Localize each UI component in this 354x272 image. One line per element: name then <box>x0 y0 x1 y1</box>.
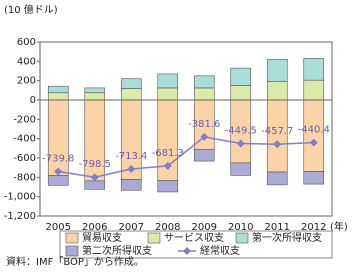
data-label: -440.4 <box>298 125 330 136</box>
x-tick-label: 2010 <box>228 222 253 233</box>
y-unit: (10 億ドル) <box>4 3 58 16</box>
bar-segment <box>230 67 252 86</box>
bar-segment <box>303 58 325 81</box>
legend-label: 貿易収支 <box>82 232 122 244</box>
bar-segment <box>84 92 106 101</box>
y-tick-label: -800 <box>13 172 36 183</box>
x-tick-label: 2012 <box>301 222 326 233</box>
x-tick-label: 2006 <box>82 222 107 233</box>
legend-label: 経常収支 <box>200 244 240 257</box>
line-marker <box>90 173 99 182</box>
source-note: 資料：IMF「BOP」から作成。 <box>6 255 144 268</box>
data-label: -449.5 <box>225 125 257 136</box>
y-tick-label: -200 <box>13 114 36 125</box>
bar-segment <box>84 180 106 190</box>
bar-segment <box>157 180 179 193</box>
bar-segment <box>230 162 252 176</box>
data-label: -681.3 <box>152 148 184 159</box>
y-tick-label: -1,000 <box>4 192 36 203</box>
x-tick-label: 2009 <box>192 222 217 233</box>
bar-segment <box>303 99 325 172</box>
x-tick-label: 2007 <box>119 222 144 233</box>
line-marker <box>273 140 282 149</box>
data-label: -739.8 <box>42 154 74 165</box>
legend-swatch <box>65 245 79 257</box>
legend-box <box>59 230 333 259</box>
bar-segment <box>47 92 69 101</box>
line-marker <box>236 139 245 148</box>
line <box>58 136 314 178</box>
bar-segment <box>47 175 69 186</box>
line-marker <box>54 167 63 176</box>
x-tick-label: 2011 <box>265 222 290 233</box>
legend-label: 第一次所得収支 <box>252 231 322 244</box>
data-label: -713.4 <box>115 151 147 162</box>
y-tick-label: 400 <box>17 56 36 67</box>
bar-segment <box>303 171 325 185</box>
line-marker <box>127 164 136 173</box>
bar-segment <box>157 87 179 101</box>
y-tick-label: -400 <box>13 134 36 145</box>
bar-segment <box>47 85 69 94</box>
bar-segment <box>120 78 142 89</box>
bar-segment <box>84 87 106 94</box>
x-unit: (年) <box>330 220 348 233</box>
data-label: -798.5 <box>79 159 111 170</box>
line-marker <box>309 138 318 147</box>
bar-segment <box>193 87 215 101</box>
bar-segment <box>120 179 142 191</box>
bar-segment <box>266 81 288 101</box>
legend-swatch <box>65 232 79 244</box>
bar-segment <box>266 171 288 186</box>
plot-area <box>39 41 333 217</box>
x-tick-label: 2008 <box>155 222 180 233</box>
y-tick-label: 200 <box>17 76 36 87</box>
y-tick-label: 600 <box>17 37 36 48</box>
bar-segment <box>120 88 142 101</box>
y-tick-label: 0 <box>30 95 36 106</box>
line-marker <box>200 132 209 141</box>
bar-segment <box>193 149 215 162</box>
legend-marker <box>183 247 191 255</box>
y-tick-label: -1,200 <box>4 211 36 222</box>
bar-segment <box>266 59 288 82</box>
bar-segment <box>230 85 252 101</box>
data-label: -457.7 <box>261 126 293 137</box>
bar-segment <box>157 73 179 89</box>
legend-label: 第二次所得収支 <box>82 244 152 257</box>
data-label: -381.6 <box>188 119 220 130</box>
legend-swatch <box>147 232 161 244</box>
x-tick-label: 2005 <box>46 222 71 233</box>
bar-segment <box>193 75 215 89</box>
legend-swatch <box>235 232 249 244</box>
line-marker <box>163 161 172 170</box>
bar-segment <box>303 79 325 101</box>
y-tick-label: -600 <box>13 153 36 164</box>
legend-label: サービス収支 <box>164 232 224 244</box>
